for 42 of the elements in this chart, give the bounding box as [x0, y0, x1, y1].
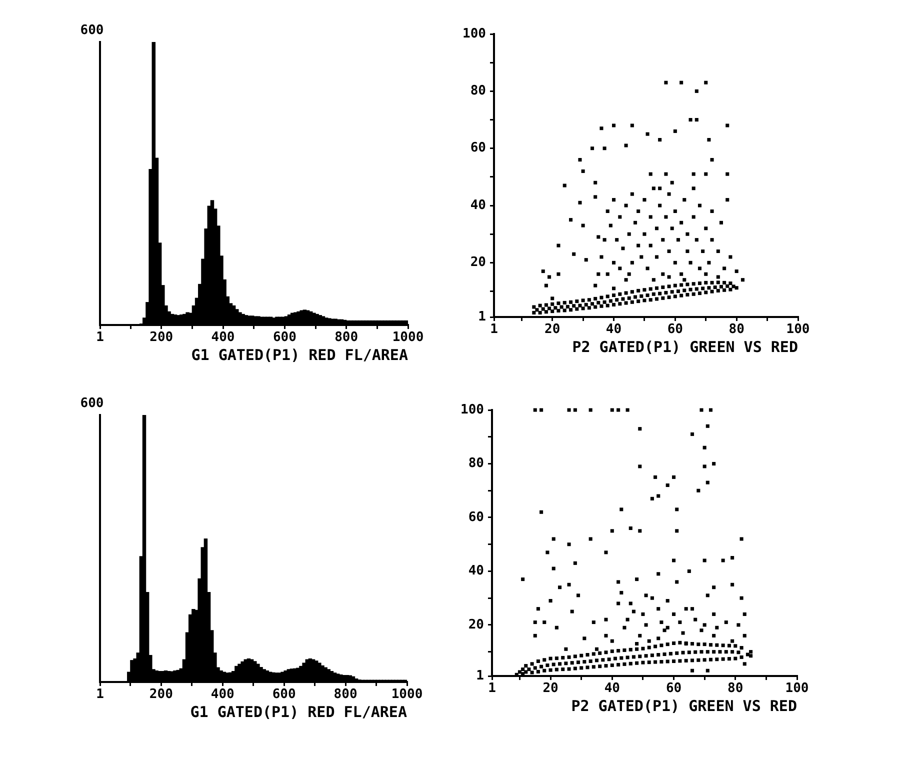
x-tick-label: 40 — [606, 322, 622, 338]
x-tick-label: 60 — [666, 681, 682, 696]
x-tick-label: 60 — [667, 322, 684, 338]
x-tick-label: 1000 — [392, 330, 424, 346]
x-tick-label: 400 — [210, 687, 235, 702]
x-tick-label: 800 — [334, 330, 358, 346]
x-tick-label: 1 — [488, 681, 496, 696]
y-tick-label: 60 — [468, 510, 484, 525]
x-tick-label: 80 — [728, 681, 744, 696]
x-tick-label: 100 — [785, 681, 809, 696]
y-tick-label: 20 — [468, 617, 484, 632]
x-tick-label: 20 — [542, 681, 559, 696]
x-tick-label: 600 — [272, 330, 297, 346]
x-tick-label: 800 — [334, 687, 358, 702]
x-tick-label: 1 — [96, 330, 104, 346]
x-axis-title: G1 GATED(P1) RED FL/AREA — [191, 346, 408, 364]
y-tick-label: 20 — [470, 255, 486, 270]
y-tick-label: 1 — [476, 668, 484, 684]
y-tick-label: 80 — [468, 456, 484, 472]
x-tick-label: 200 — [150, 330, 174, 346]
y-tick-label: 100 — [462, 26, 486, 42]
x-tick-label: 1 — [96, 687, 104, 702]
text: 600 — [80, 396, 104, 411]
x-tick-label: 20 — [544, 322, 560, 338]
y-tick-label: 60 — [470, 140, 486, 156]
y-tick-label: 100 — [460, 402, 484, 418]
x-axis-title: P2 GATED(P1) GREEN VS RED — [571, 696, 797, 715]
x-tick-label: 40 — [604, 681, 620, 696]
x-tick-label: 80 — [728, 322, 745, 338]
y-tick-label: 40 — [468, 564, 484, 579]
y-tick-label: 1 — [478, 309, 486, 324]
x-tick-label: 600 — [272, 687, 296, 702]
x-tick-label: 1 — [490, 322, 498, 338]
x-tick-label: 200 — [149, 687, 174, 702]
x-tick-label: 400 — [211, 330, 235, 346]
x-tick-label: 1000 — [391, 687, 423, 702]
x-axis-title: P2 GATED(P1) GREEN VS RED — [572, 338, 798, 356]
y-tick-label: 80 — [470, 84, 486, 99]
x-tick-label: 100 — [786, 322, 810, 338]
text: 600 — [80, 22, 104, 38]
x-axis-title: G1 GATED(P1) RED FL/AREA — [190, 702, 407, 721]
y-tick-label: 40 — [470, 198, 486, 213]
